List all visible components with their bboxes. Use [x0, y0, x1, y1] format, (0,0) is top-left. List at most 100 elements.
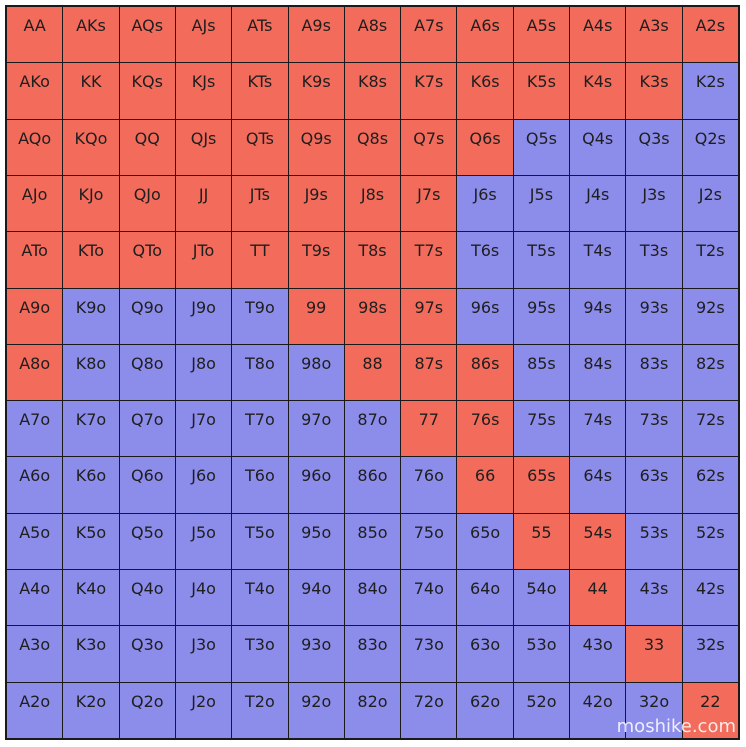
hand-cell-a4o: A4o [7, 570, 63, 626]
hand-cell-87s: 87s [401, 344, 457, 401]
hand-cell-a7s: A7s [401, 7, 457, 63]
hand-cell-q5s: Q5s [513, 119, 570, 175]
hand-cell-ato: ATo [7, 232, 63, 288]
hand-cell-aa: AA [7, 7, 63, 63]
hand-cell-94s: 94s [570, 288, 626, 344]
hand-cell-a5s: A5s [513, 7, 570, 63]
hand-cell-75o: 75o [401, 513, 457, 570]
hand-cell-j2o: J2o [175, 682, 232, 738]
hand-cell-q7s: Q7s [401, 119, 457, 175]
hand-cell-95o: 95o [288, 513, 344, 570]
hand-cell-t8s: T8s [344, 232, 401, 288]
hand-cell-a2s: A2s [682, 7, 738, 63]
hand-cell-98s: 98s [344, 288, 401, 344]
hand-cell-54s: 54s [570, 513, 626, 570]
hand-cell-t6o: T6o [232, 457, 288, 513]
hand-cell-66: 66 [457, 457, 513, 513]
hand-cell-a2o: A2o [7, 682, 63, 738]
hand-cell-85s: 85s [513, 344, 570, 401]
hand-cell-q3s: Q3s [626, 119, 682, 175]
hand-cell-jj: JJ [175, 175, 232, 232]
hand-cell-73o: 73o [401, 626, 457, 682]
hand-cell-kto: KTo [63, 232, 119, 288]
hand-cell-53o: 53o [513, 626, 570, 682]
hand-cell-84o: 84o [344, 570, 401, 626]
hand-cell-64s: 64s [570, 457, 626, 513]
hand-cell-43s: 43s [626, 570, 682, 626]
hand-cell-qq: QQ [119, 119, 175, 175]
hand-cell-qts: QTs [232, 119, 288, 175]
hand-cell-j4o: J4o [175, 570, 232, 626]
hand-cell-q4o: Q4o [119, 570, 175, 626]
hand-cell-j8s: J8s [344, 175, 401, 232]
hand-cell-t4o: T4o [232, 570, 288, 626]
hand-cell-96s: 96s [457, 288, 513, 344]
hand-cell-62s: 62s [682, 457, 738, 513]
hand-cell-kqo: KQo [63, 119, 119, 175]
hand-cell-62o: 62o [457, 682, 513, 738]
hand-cell-93o: 93o [288, 626, 344, 682]
hand-cell-t2s: T2s [682, 232, 738, 288]
hand-cell-a9s: A9s [288, 7, 344, 63]
hand-cell-85o: 85o [344, 513, 401, 570]
hand-cell-q2o: Q2o [119, 682, 175, 738]
hand-cell-72o: 72o [401, 682, 457, 738]
hand-cell-97s: 97s [401, 288, 457, 344]
hand-cell-k9o: K9o [63, 288, 119, 344]
hand-cell-t4s: T4s [570, 232, 626, 288]
hand-cell-65s: 65s [513, 457, 570, 513]
hand-cell-52o: 52o [513, 682, 570, 738]
hand-cell-83o: 83o [344, 626, 401, 682]
watermark: moshike.com [616, 716, 736, 737]
hand-cell-k7o: K7o [63, 401, 119, 457]
hand-cell-k5o: K5o [63, 513, 119, 570]
hand-cell-tt: TT [232, 232, 288, 288]
hand-cell-54o: 54o [513, 570, 570, 626]
hand-cell-83s: 83s [626, 344, 682, 401]
hand-cell-93s: 93s [626, 288, 682, 344]
hand-cell-jts: JTs [232, 175, 288, 232]
hand-cell-aqo: AQo [7, 119, 63, 175]
hand-cell-kjo: KJo [63, 175, 119, 232]
hand-cell-86o: 86o [344, 457, 401, 513]
hand-cell-t6s: T6s [457, 232, 513, 288]
hand-cell-k4s: K4s [570, 63, 626, 119]
hand-cell-k2s: K2s [682, 63, 738, 119]
hand-cell-a8s: A8s [344, 7, 401, 63]
hand-cell-a6o: A6o [7, 457, 63, 513]
hand-cell-qto: QTo [119, 232, 175, 288]
hand-cell-j9s: J9s [288, 175, 344, 232]
hand-cell-j9o: J9o [175, 288, 232, 344]
hand-cell-j6s: J6s [457, 175, 513, 232]
hand-cell-j3o: J3o [175, 626, 232, 682]
hand-cell-t9s: T9s [288, 232, 344, 288]
hand-cell-43o: 43o [570, 626, 626, 682]
hand-cell-q4s: Q4s [570, 119, 626, 175]
hand-cell-k6o: K6o [63, 457, 119, 513]
hand-cell-63o: 63o [457, 626, 513, 682]
hand-cell-q8o: Q8o [119, 344, 175, 401]
hand-cell-32o: 32o [626, 682, 682, 738]
hand-cell-k2o: K2o [63, 682, 119, 738]
hand-cell-55: 55 [513, 513, 570, 570]
hand-cell-t9o: T9o [232, 288, 288, 344]
hand-cell-76o: 76o [401, 457, 457, 513]
hand-cell-kqs: KQs [119, 63, 175, 119]
hand-cell-a5o: A5o [7, 513, 63, 570]
hand-cell-87o: 87o [344, 401, 401, 457]
hand-cell-63s: 63s [626, 457, 682, 513]
hand-cell-j7s: J7s [401, 175, 457, 232]
hand-cell-42o: 42o [570, 682, 626, 738]
hand-cell-aqs: AQs [119, 7, 175, 63]
hand-cell-a7o: A7o [7, 401, 63, 457]
hand-cell-a3s: A3s [626, 7, 682, 63]
hand-range-grid: AA AKs AQs AJs ATs A9s A8s A7s A6s A5s A4s A3s A2s AK… [5, 5, 740, 740]
hand-cell-88: 88 [344, 344, 401, 401]
hand-cell-53s: 53s [626, 513, 682, 570]
hand-cell-t3s: T3s [626, 232, 682, 288]
hand-cell-j6o: J6o [175, 457, 232, 513]
hand-cell-t5s: T5s [513, 232, 570, 288]
hand-cell-73s: 73s [626, 401, 682, 457]
hand-cell-k8o: K8o [63, 344, 119, 401]
hand-cell-77: 77 [401, 401, 457, 457]
